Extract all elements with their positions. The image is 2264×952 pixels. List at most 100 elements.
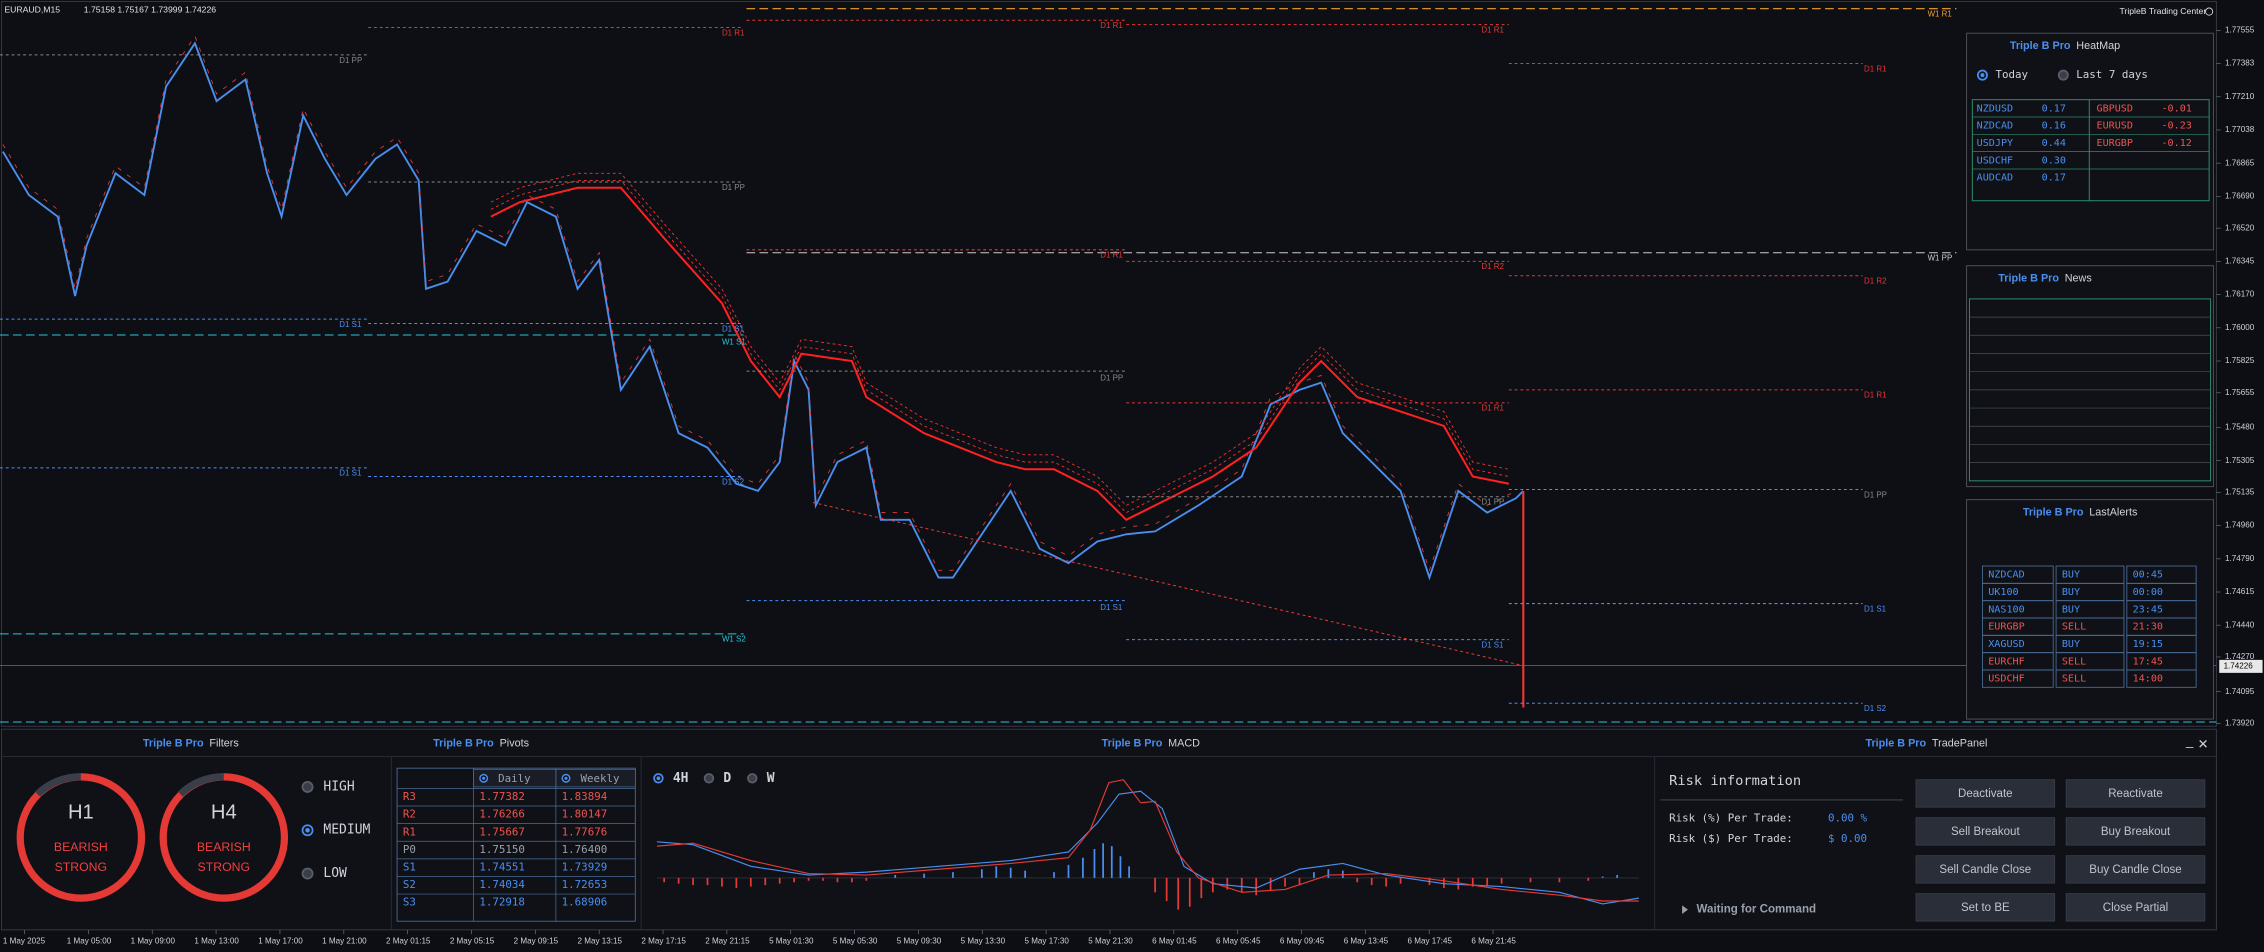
button[interactable]	[1915, 893, 2056, 922]
alert-text: XAGUSD	[1988, 639, 2024, 650]
level-label: W1 R1	[1928, 10, 1953, 19]
level-label: D1 PP	[722, 183, 745, 192]
tf-label: 4H	[673, 771, 689, 786]
price-label: 1.74615	[2225, 587, 2255, 596]
ohlc: 1.75158 1.75167 1.73999 1.74226	[84, 4, 217, 14]
price-label: 1.75135	[2225, 488, 2255, 497]
alert-text: 17:45	[2133, 656, 2163, 667]
risk-label: Risk ($) Per Trade:	[1669, 832, 1793, 845]
time-label: 2 May 21:15	[705, 937, 750, 946]
price-label: 1.74440	[2225, 620, 2255, 629]
close-icon[interactable]: ✕	[2198, 737, 2209, 752]
impact-label: LOW	[323, 866, 347, 881]
panel-title: HeatMap	[2076, 40, 2120, 52]
radio[interactable]	[2057, 69, 2069, 81]
button[interactable]	[2065, 817, 2206, 846]
heatmap-cell: AUDCAD	[1977, 173, 2013, 184]
radio[interactable]	[301, 867, 314, 880]
pivot-grid	[396, 767, 636, 922]
button[interactable]	[2065, 855, 2206, 884]
level-label: D1 S2	[1864, 704, 1887, 713]
status: Waiting for Command	[1697, 904, 1817, 916]
alert-text: EURCHF	[1988, 656, 2024, 667]
panel-brand: Triple B Pro	[1102, 737, 1163, 749]
panel-title: Pivots	[500, 737, 530, 749]
price-label: 1.77210	[2225, 92, 2255, 101]
level-label: W1 S2	[722, 635, 746, 644]
price-label: 1.76000	[2225, 323, 2255, 332]
supertrend-band	[490, 172, 1509, 506]
button-label: Set to BE	[1961, 902, 2010, 914]
price-label: 1.75655	[2225, 388, 2255, 397]
brand-icon	[2205, 7, 2214, 16]
price-curve-shadow	[2, 35, 1517, 572]
alert-text: SELL	[2062, 656, 2086, 667]
pivot-cell: 1.73929	[562, 861, 608, 874]
pivot-cell: 1.74551	[479, 861, 525, 874]
panel-brand: Triple B Pro	[433, 737, 494, 749]
panel-brand: Triple B Pro	[1998, 273, 2059, 285]
level-label: D1 S1	[339, 320, 362, 329]
pivot-cell: 1.72918	[479, 896, 525, 909]
radio-dot	[656, 776, 661, 781]
pivot-cell: 1.75150	[479, 843, 525, 856]
heatmap-panel	[1966, 32, 2214, 251]
level-label: D1 S2	[722, 477, 745, 486]
radio-dot	[482, 776, 486, 780]
heatmap-cell: -0.12	[2161, 138, 2191, 149]
chart-frame	[1, 1, 2217, 727]
radio[interactable]	[747, 773, 758, 784]
alert-text: BUY	[2062, 587, 2080, 598]
alert-text: 19:15	[2133, 639, 2163, 650]
pivot-cell: 1.76400	[562, 843, 608, 856]
gauge-state: BEARISH	[54, 840, 108, 854]
time-label: 2 May 13:15	[578, 937, 623, 946]
radio[interactable]	[703, 773, 715, 784]
risk-value: $ 0.00	[1828, 832, 1867, 845]
heatmap-cell: 0.17	[2042, 103, 2066, 114]
button[interactable]	[1915, 779, 2056, 808]
gauge-track	[177, 773, 224, 797]
level-label: D1 S1	[1864, 604, 1887, 613]
pivot-cell: P0	[403, 843, 416, 856]
pivot-col: Weekly	[580, 772, 620, 785]
heatmap-cell: 0.17	[2042, 173, 2066, 184]
heatmap-cell: -0.23	[2161, 121, 2191, 132]
time-label: 6 May 17:45	[1408, 937, 1453, 946]
panel-brand: Triple B Pro	[2010, 40, 2071, 52]
bottom-panel	[1, 728, 2217, 931]
gauge-strength: STRONG	[198, 860, 250, 874]
time-label: 1 May 05:00	[67, 937, 112, 946]
level-label: D1 PP	[339, 56, 362, 65]
heatmap-cell: 0.16	[2042, 121, 2066, 132]
button[interactable]	[1915, 817, 2056, 846]
gauge-track	[35, 773, 81, 797]
price-label: 1.76170	[2225, 290, 2255, 299]
heatmap-cell: EURUSD	[2097, 121, 2133, 132]
price-label: 1.74095	[2225, 687, 2255, 696]
pivot-cell: S3	[403, 896, 416, 909]
level-label: D1 S1	[1100, 603, 1123, 612]
button[interactable]	[2065, 893, 2206, 922]
level-label: D1 S1	[722, 324, 745, 333]
panel-title: TradePanel	[1932, 737, 1987, 749]
supertrend-band	[490, 180, 1509, 514]
button-label: Deactivate	[1958, 788, 2013, 800]
time-label: 2 May 01:15	[386, 937, 431, 946]
button[interactable]	[1915, 855, 2056, 884]
gauge-label: H4	[211, 801, 237, 823]
symbol: EURAUD,M15	[4, 4, 60, 14]
level-label: D1 S1	[339, 469, 362, 478]
button[interactable]	[2065, 779, 2206, 808]
radio[interactable]	[301, 781, 314, 793]
heatmap-cell: -0.01	[2161, 103, 2191, 114]
minimize-icon[interactable]: _	[2185, 734, 2194, 749]
level-label: D1 R1	[1864, 64, 1887, 73]
time-label: 5 May 13:30	[961, 937, 1006, 946]
price-label: 1.76865	[2225, 158, 2255, 167]
pivot-cell: 1.80147	[562, 808, 608, 821]
alert-text: SELL	[2062, 674, 2086, 685]
button-label: Buy Candle Close	[2089, 864, 2181, 876]
radio-dot	[1980, 73, 1985, 78]
